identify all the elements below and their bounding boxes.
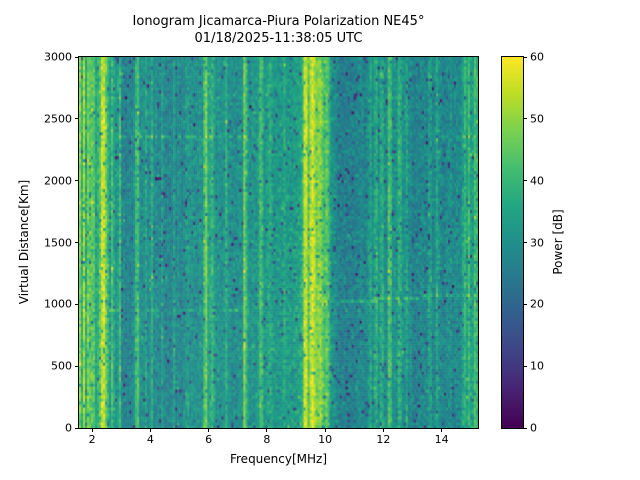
colorbar-tick-mark <box>523 427 527 429</box>
y-axis-label: Virtual Distance[Km] <box>17 179 31 305</box>
x-tick-label: 14 <box>434 433 449 446</box>
colorbar-tick-label: 60 <box>530 50 544 64</box>
colorbar-tick-label: 40 <box>530 174 544 188</box>
colorbar-tick-mark <box>523 303 527 305</box>
colorbar-label: Power [dB] <box>551 209 565 275</box>
x-tick-mark <box>324 428 326 432</box>
x-tick-label: 4 <box>146 433 154 446</box>
colorbar-tick-label: 50 <box>530 112 544 126</box>
ionogram-heatmap <box>79 57 478 428</box>
y-tick-mark <box>75 180 79 182</box>
y-tick-mark <box>75 56 79 58</box>
page-subtitle-timestamp: 01/18/2025-11:38:05 UTC <box>194 31 363 46</box>
x-tick-label: 6 <box>205 433 213 446</box>
x-tick-mark <box>441 428 443 432</box>
x-tick-mark <box>208 428 210 432</box>
y-tick-label: 500 <box>51 359 72 373</box>
x-tick-label: 10 <box>318 433 333 446</box>
colorbar-tick-mark <box>523 365 527 367</box>
x-tick-mark <box>382 428 384 432</box>
x-tick-label: 8 <box>263 433 271 446</box>
y-tick-mark <box>75 427 79 429</box>
colorbar-tick-mark <box>523 56 527 58</box>
y-tick-label: 1000 <box>44 297 72 311</box>
colorbar-tick-label: 30 <box>530 236 544 249</box>
x-tick-label: 2 <box>88 433 96 446</box>
y-tick-label: 2000 <box>44 174 72 188</box>
y-tick-mark <box>75 303 79 305</box>
x-axis-label: Frequency[MHz] <box>229 452 328 466</box>
x-tick-label: 12 <box>376 433 391 446</box>
y-tick-label: 3000 <box>44 50 72 64</box>
colorbar-tick-mark <box>523 242 527 243</box>
x-tick-mark <box>91 428 93 432</box>
colorbar-gradient <box>502 57 523 428</box>
page-title: Ionogram Jicamarca-Piura Polarization NE… <box>132 14 425 29</box>
y-tick-mark <box>75 365 79 367</box>
colorbar-tick-label: 20 <box>530 297 544 311</box>
y-tick-label: 0 <box>65 421 72 435</box>
colorbar-tick-mark <box>523 118 527 120</box>
x-tick-mark <box>266 428 268 432</box>
x-tick-mark <box>149 428 151 432</box>
y-tick-mark <box>75 118 79 120</box>
colorbar-tick-mark <box>523 180 527 182</box>
plot-area <box>78 56 479 429</box>
colorbar-tick-label: 0 <box>530 421 537 435</box>
y-tick-label: 1500 <box>44 236 72 249</box>
y-tick-mark <box>75 242 79 243</box>
colorbar <box>501 56 524 429</box>
y-tick-label: 2500 <box>44 112 72 126</box>
colorbar-tick-label: 10 <box>530 359 544 373</box>
